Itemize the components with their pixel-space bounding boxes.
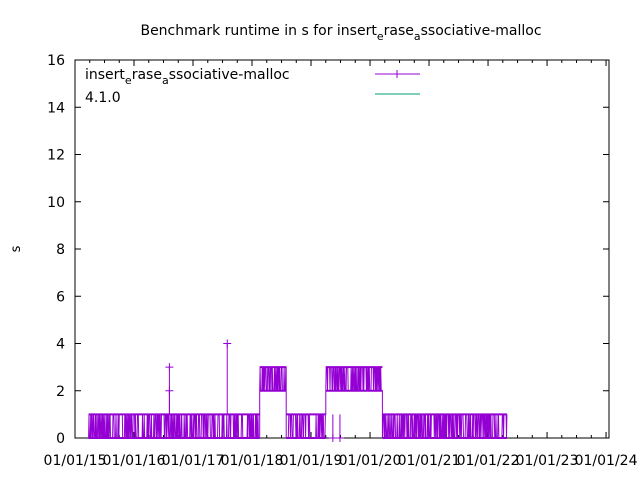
- x-tick-label: 01/01/18: [221, 453, 284, 469]
- series-outlier-point: [223, 339, 232, 348]
- series-outlier-point: [165, 363, 174, 372]
- y-tick-label: 4: [56, 337, 65, 353]
- x-tick-label: 01/01/24: [575, 453, 638, 469]
- legend-label-series-2: 4.1.0: [85, 90, 121, 106]
- legend: inserteraseassociative-malloc 4.1.0: [85, 67, 420, 106]
- axes: 024681012141601/01/1501/01/1601/01/1701/…: [44, 53, 638, 469]
- y-tick-label: 10: [47, 195, 65, 211]
- series-data: [88, 339, 508, 442]
- y-tick-label: 2: [56, 384, 65, 400]
- x-tick-label: 01/01/22: [457, 453, 520, 469]
- x-tick-label: 01/01/17: [162, 453, 225, 469]
- legend-label-series-1: inserteraseassociative-malloc: [85, 67, 290, 87]
- x-tick-label: 01/01/21: [398, 453, 461, 469]
- y-tick-label: 12: [47, 148, 65, 164]
- y-tick-label: 8: [56, 242, 65, 258]
- chart-title: Benchmark runtime in s for inserteraseas…: [140, 23, 541, 43]
- x-tick-label: 01/01/23: [516, 453, 579, 469]
- series-outlier-point: [335, 434, 344, 442]
- x-tick-label: 01/01/19: [280, 453, 343, 469]
- y-axis-label: s: [9, 245, 24, 252]
- x-tick-label: 01/01/20: [339, 453, 402, 469]
- series-line-insert-erase: [88, 366, 508, 439]
- y-tick-label: 14: [47, 100, 65, 116]
- x-tick-label: 01/01/16: [103, 453, 166, 469]
- series-outlier-point: [328, 434, 337, 442]
- series-outlier-point: [165, 386, 174, 395]
- x-tick-label: 01/01/15: [44, 453, 107, 469]
- y-tick-label: 16: [47, 53, 65, 69]
- y-tick-label: 6: [56, 289, 65, 305]
- y-tick-label: 0: [56, 431, 65, 447]
